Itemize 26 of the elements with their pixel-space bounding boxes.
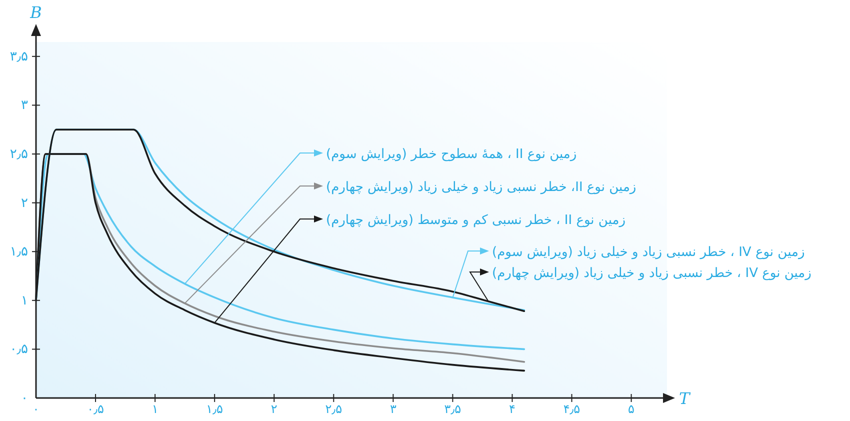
x-tick-label: ۰٫۵ [87, 402, 104, 416]
x-tick-label: ۰ [32, 402, 40, 416]
x-tick-label: ۱٫۵ [206, 402, 223, 416]
x-tick-label: ۴ [509, 402, 516, 416]
y-tick-label: ۱٫۵ [10, 244, 28, 260]
y-tick-label: ۱ [21, 293, 28, 308]
x-tick-label: ۲ [270, 402, 278, 416]
x-tick-label: ۳ [390, 402, 397, 416]
legend-label: زمین نوع II ، خطر نسبی کم و متوسط (ویرایش چهارم) [326, 213, 626, 228]
x-tick-label: ۴٫۵ [563, 402, 580, 416]
y-tick-label: ۰ [21, 391, 28, 406]
x-tick-label: ۵ [628, 402, 635, 416]
x-tick-label: ۱ [152, 402, 158, 416]
legend-label: زمین نوع II، خطر نسبی زیاد و خیلی زیاد (ویرایش چهارم) [326, 180, 636, 195]
y-tick-label: ۰٫۵ [10, 342, 28, 358]
y-axis-title: B [29, 3, 42, 22]
x-tick-label: ۳٫۵ [444, 402, 462, 416]
y-tick-label: ۲ [21, 196, 28, 211]
x-tick-label: ۲٫۵ [325, 402, 342, 416]
x-axis-title: T [679, 389, 691, 408]
y-tick-label: ۲٫۵ [10, 147, 28, 162]
legend-label: زمین نوع IV ، خطر نسبی زیاد و خیلی زیاد (ویرایش سوم) [492, 245, 805, 260]
legend-label: زمین نوع IV ، خطر نسبی زیاد و خیلی زیاد (ویرایش چهارم) [492, 266, 812, 281]
y-tick-label: ۳ [21, 98, 28, 114]
y-tick-label: ۳٫۵ [10, 49, 28, 64]
legend-label: زمین نوع II ، همهٔ سطوح خطر (ویرایش سوم) [326, 147, 577, 162]
